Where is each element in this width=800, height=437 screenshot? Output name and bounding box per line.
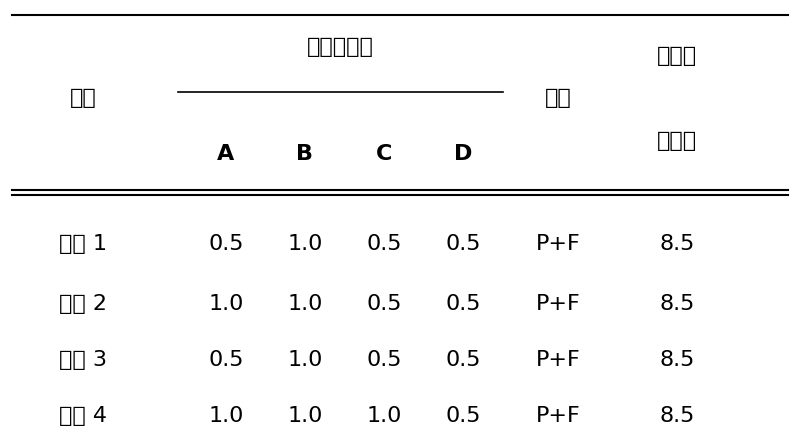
Text: 实例 3: 实例 3: [59, 350, 107, 370]
Text: 1.0: 1.0: [287, 406, 322, 426]
Text: 1.0: 1.0: [366, 406, 402, 426]
Text: 8.5: 8.5: [659, 406, 694, 426]
Text: 0.5: 0.5: [446, 234, 481, 254]
Text: 晶粒度: 晶粒度: [657, 45, 697, 66]
Text: 1.0: 1.0: [287, 234, 322, 254]
Text: 8.5: 8.5: [659, 294, 694, 314]
Text: 实例 1: 实例 1: [59, 234, 107, 254]
Text: A: A: [218, 144, 234, 164]
Text: 1.0: 1.0: [208, 406, 243, 426]
Text: 1.0: 1.0: [287, 350, 322, 370]
Text: 0.5: 0.5: [208, 234, 243, 254]
Text: 实例 4: 实例 4: [59, 406, 107, 426]
Text: 1.0: 1.0: [287, 294, 322, 314]
Text: B: B: [297, 144, 314, 164]
Text: P+F: P+F: [536, 294, 581, 314]
Text: 8.5: 8.5: [659, 234, 694, 254]
Text: 0.5: 0.5: [208, 350, 243, 370]
Text: 夹杂（级）: 夹杂（级）: [307, 37, 374, 57]
Text: 组织: 组织: [545, 88, 572, 108]
Text: 0.5: 0.5: [446, 406, 481, 426]
Text: 1.0: 1.0: [208, 294, 243, 314]
Text: 0.5: 0.5: [366, 350, 402, 370]
Text: 0.5: 0.5: [446, 350, 481, 370]
Text: 0.5: 0.5: [446, 294, 481, 314]
Text: P+F: P+F: [536, 350, 581, 370]
Text: P+F: P+F: [536, 234, 581, 254]
Text: 实例 2: 实例 2: [59, 294, 107, 314]
Text: 0.5: 0.5: [366, 234, 402, 254]
Text: 8.5: 8.5: [659, 350, 694, 370]
Text: 实例: 实例: [70, 88, 97, 108]
Text: （级）: （级）: [657, 132, 697, 151]
Text: 0.5: 0.5: [366, 294, 402, 314]
Text: C: C: [376, 144, 392, 164]
Text: P+F: P+F: [536, 406, 581, 426]
Text: D: D: [454, 144, 473, 164]
